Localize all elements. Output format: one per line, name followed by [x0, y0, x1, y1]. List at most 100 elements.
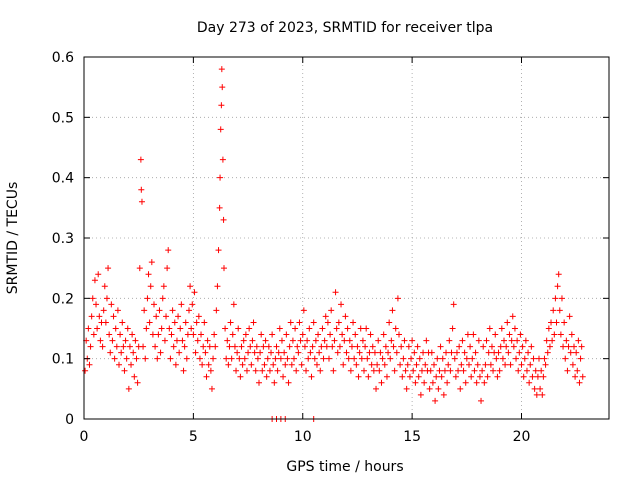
- data-point: [179, 337, 186, 344]
- data-point: [538, 367, 545, 374]
- data-point: [204, 337, 211, 344]
- data-point: [358, 355, 365, 362]
- data-point: [220, 216, 227, 223]
- data-point: [336, 343, 343, 350]
- data-point: [363, 325, 370, 332]
- data-point: [272, 355, 279, 362]
- data-point: [323, 343, 330, 350]
- data-point: [181, 343, 188, 350]
- data-point: [579, 373, 586, 380]
- data-point: [397, 361, 404, 368]
- data-point: [549, 337, 556, 344]
- data-point: [365, 373, 372, 380]
- data-point: [469, 355, 476, 362]
- data-point: [120, 343, 127, 350]
- data-point: [240, 337, 247, 344]
- data-point: [93, 301, 100, 308]
- data-point: [515, 367, 522, 374]
- data-point: [193, 319, 200, 326]
- data-point: [542, 361, 549, 368]
- data-point: [321, 337, 328, 344]
- data-point: [134, 379, 141, 386]
- data-point: [461, 349, 468, 356]
- data-point: [228, 355, 235, 362]
- data-point: [526, 379, 533, 386]
- data-point: [452, 373, 459, 380]
- data-point: [261, 361, 268, 368]
- data-point: [505, 349, 512, 356]
- data-point: [562, 355, 569, 362]
- data-point: [487, 361, 494, 368]
- data-point: [534, 373, 541, 380]
- data-point: [501, 337, 507, 344]
- data-point: [448, 349, 455, 356]
- data-point: [412, 379, 419, 386]
- data-point: [466, 361, 472, 368]
- data-point: [390, 343, 397, 350]
- data-point: [359, 337, 366, 344]
- data-point: [536, 355, 542, 362]
- data-point: [443, 349, 450, 356]
- data-point: [283, 331, 290, 338]
- data-point: [333, 325, 340, 332]
- data-point: [367, 331, 374, 338]
- data-point: [248, 361, 255, 368]
- data-point: [451, 355, 458, 362]
- data-point: [327, 331, 334, 338]
- x-axis-label: GPS time / hours: [286, 459, 403, 475]
- data-point: [312, 337, 319, 344]
- data-point: [288, 361, 295, 368]
- data-point: [94, 325, 101, 332]
- data-point: [355, 373, 362, 380]
- data-point: [285, 379, 292, 386]
- data-point: [552, 295, 559, 302]
- data-point: [320, 355, 327, 362]
- data-point: [548, 319, 555, 326]
- data-point: [91, 277, 98, 284]
- data-point: [386, 319, 393, 326]
- data-point: [221, 265, 227, 272]
- data-point: [196, 355, 203, 362]
- tick-labels: 0 0.1 0.2 0.3 0.4 0.5 0.6 0 5 10 15 20: [52, 50, 531, 445]
- data-point: [101, 283, 108, 290]
- data-point: [463, 355, 470, 362]
- data-point: [89, 295, 96, 302]
- data-point: [434, 355, 441, 362]
- data-point: [531, 385, 538, 392]
- data-point: [238, 343, 245, 350]
- data-point: [433, 373, 440, 380]
- data-point: [229, 331, 236, 338]
- data-point: [475, 337, 482, 344]
- y-tick-label: 0: [65, 412, 74, 428]
- data-point: [173, 337, 180, 344]
- data-point: [252, 367, 259, 374]
- data-point: [483, 337, 490, 344]
- data-point: [560, 343, 567, 350]
- data-point: [106, 331, 113, 338]
- data-point: [260, 343, 267, 350]
- data-point: [508, 337, 515, 344]
- data-point: [275, 349, 282, 356]
- data-point: [578, 343, 585, 350]
- data-point: [213, 307, 220, 314]
- data-point: [210, 355, 217, 362]
- data-point: [284, 355, 291, 362]
- data-point: [129, 331, 136, 338]
- data-point: [183, 355, 190, 362]
- data-point: [402, 367, 409, 374]
- data-point: [310, 319, 317, 326]
- data-point: [114, 307, 121, 314]
- data-point: [517, 331, 524, 338]
- data-point: [332, 289, 339, 296]
- data-point: [528, 343, 535, 350]
- data-point: [511, 325, 518, 332]
- data-point: [437, 343, 444, 350]
- data-point: [546, 343, 553, 350]
- data-point: [574, 367, 581, 374]
- data-point: [274, 367, 281, 374]
- data-point: [555, 271, 562, 278]
- data-point: [119, 319, 126, 326]
- data-point: [415, 373, 422, 380]
- data-point: [247, 343, 254, 350]
- data-point: [468, 373, 475, 380]
